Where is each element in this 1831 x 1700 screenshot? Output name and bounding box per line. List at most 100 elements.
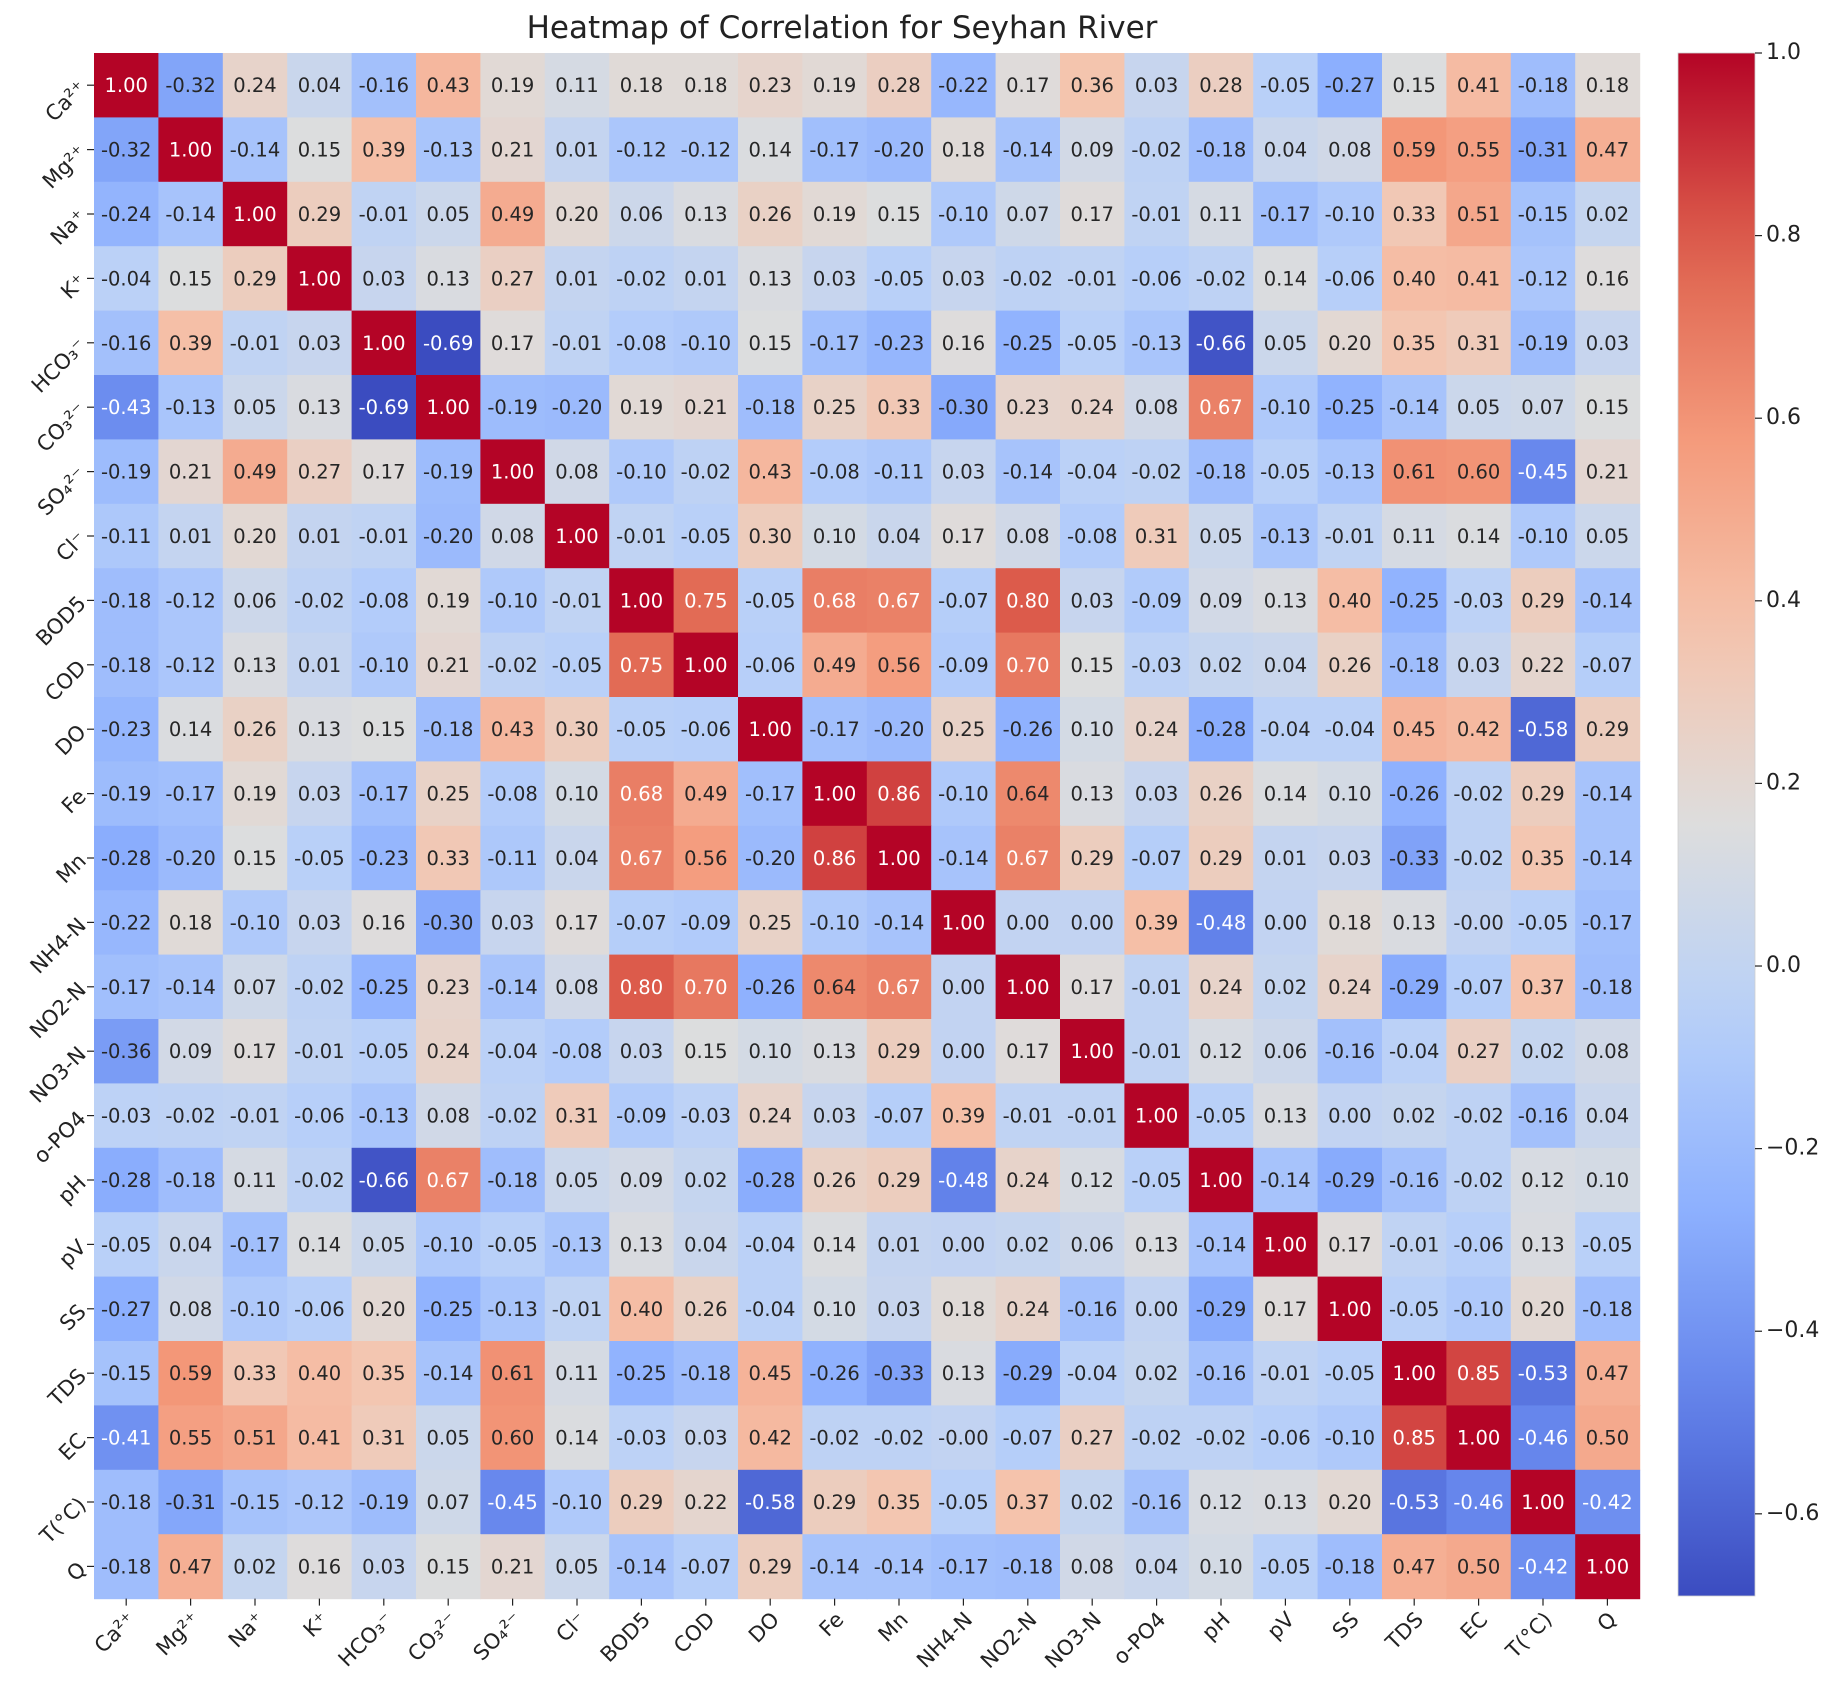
heatmap-cell-value: -0.27 [1325, 74, 1375, 97]
heatmap-cell [802, 1019, 868, 1084]
heatmap-cell [1446, 1341, 1512, 1406]
heatmap-cell [673, 1147, 739, 1213]
heatmap-cell [802, 375, 868, 440]
heatmap-cell-value: 0.03 [877, 1298, 920, 1321]
heatmap-cell [738, 1341, 803, 1406]
heatmap-cell-value: 0.17 [1006, 1040, 1049, 1063]
heatmap-cell [1253, 632, 1319, 698]
heatmap-cell [931, 890, 997, 956]
heatmap-cell [1188, 375, 1254, 440]
heatmap-cell [802, 1083, 868, 1149]
heatmap-cell-value: -0.02 [1453, 1105, 1503, 1128]
heatmap-cell [1124, 375, 1190, 440]
heatmap-cell [94, 439, 159, 505]
heatmap-cell [1510, 890, 1576, 956]
heatmap-cell-value: 0.29 [1199, 847, 1242, 870]
heatmap-cell [931, 761, 997, 827]
heatmap-cell [1060, 761, 1125, 827]
heatmap-cell [351, 697, 417, 762]
heatmap-cell [1188, 503, 1254, 569]
heatmap-cell [1575, 1405, 1641, 1471]
heatmap-cell-value: 0.30 [555, 718, 598, 741]
heatmap-cell [1317, 568, 1383, 634]
heatmap-cell [1253, 954, 1319, 1020]
heatmap-cell [1188, 1534, 1254, 1600]
heatmap-cell [222, 1019, 288, 1084]
heatmap-cell [544, 1534, 610, 1600]
y-tick-label: T(°C) [35, 1493, 91, 1549]
heatmap-cell-value: -0.10 [1325, 1427, 1375, 1450]
heatmap-cell [544, 1212, 610, 1278]
x-tick-label: NO2-N [976, 1607, 1042, 1673]
heatmap-cell [1317, 310, 1383, 376]
heatmap-cell-value: 0.03 [942, 267, 985, 290]
heatmap-cell-value: -0.10 [1518, 525, 1568, 548]
heatmap-cell-value: -0.14 [230, 139, 280, 162]
heatmap-cell-value: -0.10 [809, 911, 859, 934]
heatmap-cell-value: -0.10 [230, 1298, 280, 1321]
heatmap-cell-value: 0.10 [748, 1040, 791, 1063]
heatmap-cell-value: 0.15 [233, 847, 276, 870]
heatmap-cell [1382, 181, 1447, 247]
heatmap-cell [222, 246, 288, 312]
heatmap-cell [1317, 1405, 1383, 1471]
heatmap-cell [94, 1534, 159, 1600]
heatmap-cell-value: -0.06 [681, 718, 731, 741]
heatmap-cell-value: 0.47 [169, 1555, 212, 1578]
heatmap-cell-value: -0.13 [1131, 332, 1181, 355]
heatmap-cell [94, 53, 159, 118]
heatmap-cell [1317, 53, 1383, 118]
heatmap-cell [222, 181, 288, 247]
heatmap-cell [1188, 1083, 1254, 1149]
y-tick-label: NH4-N [26, 913, 91, 978]
heatmap-cell [866, 890, 932, 956]
heatmap-cell-value: -0.04 [1067, 1362, 1117, 1385]
heatmap-cell-value: 0.29 [1521, 783, 1564, 806]
heatmap-cell [802, 1276, 868, 1342]
heatmap-cell-value: 0.55 [1457, 139, 1500, 162]
heatmap-cell-value: 0.05 [555, 1555, 598, 1578]
heatmap-cell-value: -0.02 [1131, 139, 1181, 162]
heatmap-cell [866, 761, 932, 827]
heatmap-cell-value: 0.11 [555, 74, 598, 97]
heatmap-cell [1510, 53, 1576, 118]
heatmap-cell-value: 0.14 [813, 1233, 856, 1256]
heatmap-cell-value: -0.29 [1003, 1362, 1053, 1385]
heatmap-cell [1253, 1083, 1319, 1149]
heatmap-cell [673, 181, 739, 247]
heatmap-cell [673, 310, 739, 376]
heatmap-cell-value: -0.16 [1325, 1040, 1375, 1063]
heatmap-cell-value: -0.01 [1067, 267, 1117, 290]
heatmap-cell-value: 0.04 [684, 1233, 727, 1256]
heatmap-cell-value: -0.01 [1131, 976, 1181, 999]
heatmap-cell-value: 0.16 [362, 911, 405, 934]
heatmap-cell-value: 0.40 [298, 1362, 341, 1385]
heatmap-cell [1253, 375, 1319, 440]
heatmap-cell [1575, 439, 1641, 505]
heatmap-cell-value: 0.09 [620, 1169, 663, 1192]
heatmap-cell [995, 503, 1061, 569]
heatmap-cell [995, 954, 1061, 1020]
heatmap-cell [1124, 1083, 1190, 1149]
heatmap-cell-value: 0.85 [1392, 1427, 1435, 1450]
heatmap-cell [287, 1276, 353, 1342]
heatmap-cell [287, 1534, 353, 1600]
heatmap-cell-value: 1.00 [1135, 1105, 1178, 1128]
heatmap-cell [673, 1019, 739, 1084]
heatmap-cell [287, 890, 353, 956]
heatmap-cell [480, 310, 546, 376]
heatmap-cell [1060, 1147, 1125, 1213]
heatmap-cell-value: -0.25 [359, 976, 409, 999]
heatmap-cell [1446, 375, 1512, 440]
heatmap-cell-value: 0.00 [1264, 911, 1307, 934]
heatmap-cell [416, 1083, 481, 1149]
heatmap-cell [738, 439, 803, 505]
heatmap-cell-value: 0.17 [942, 525, 985, 548]
heatmap-cell [1188, 632, 1254, 698]
heatmap-cell [1382, 1019, 1447, 1084]
heatmap-cell [158, 117, 224, 183]
heatmap-cell [931, 53, 997, 118]
heatmap-cell [609, 761, 675, 827]
heatmap-cell-value: 0.02 [1264, 976, 1307, 999]
heatmap-cell-value: 0.15 [748, 332, 791, 355]
